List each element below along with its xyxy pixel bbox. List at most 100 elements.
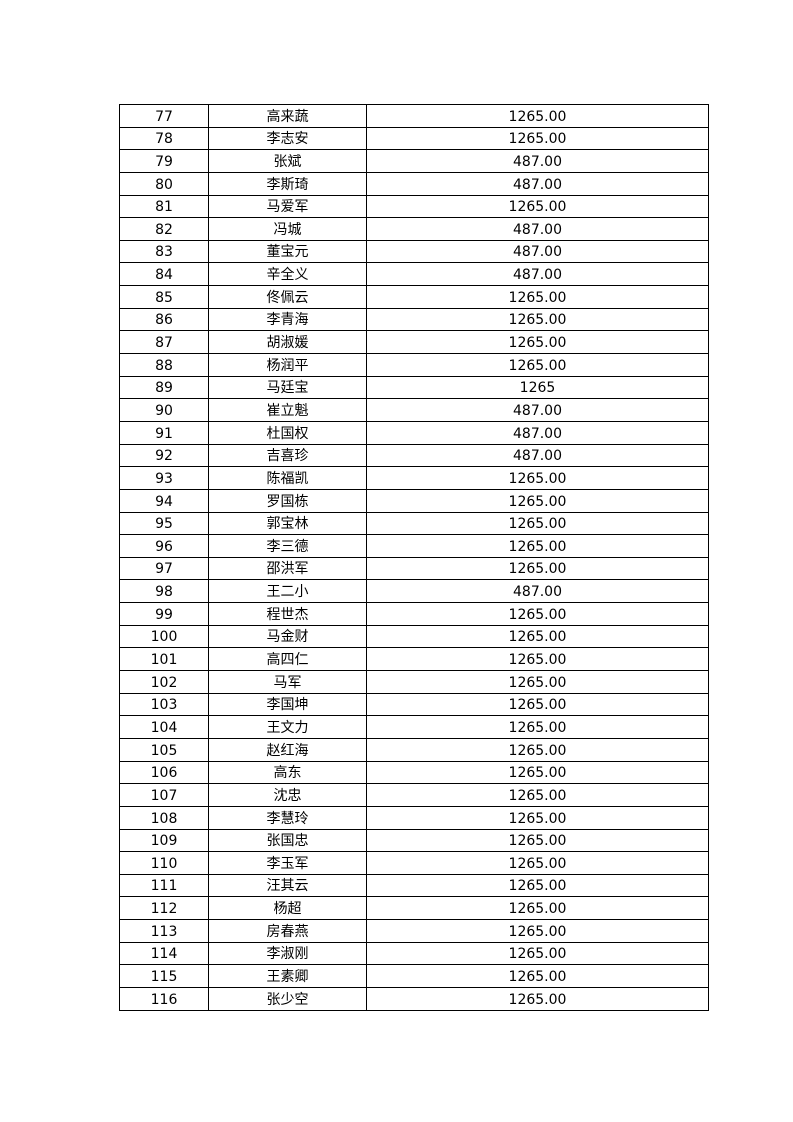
table-row: 88 杨润平 1265.00	[119, 353, 709, 377]
row-number-cell: 92	[119, 443, 209, 468]
name-cell: 罗国栋	[208, 488, 367, 513]
table-row: 94 罗国栋 1265.00	[119, 488, 709, 513]
data-table: 77 高来蔬 1265.00 78 李志安 1265.00 79 张斌 487.00 80 李斯琦 4…	[119, 104, 709, 1011]
row-number-cell: 114	[119, 941, 209, 966]
row-number-cell: 106	[119, 760, 209, 785]
amount-cell: 1265.00	[366, 126, 709, 151]
row-number-cell: 96	[119, 534, 209, 558]
name-cell: 高东	[208, 760, 367, 785]
amount-cell: 1265.00	[366, 104, 709, 128]
table-row: 98 王二小 487.00	[119, 579, 709, 604]
name-cell: 高四仁	[208, 647, 367, 672]
table-row: 111 汪其云 1265.00	[119, 873, 709, 898]
name-cell: 张国忠	[208, 828, 367, 853]
amount-cell: 1265.00	[366, 353, 709, 377]
row-number-cell: 80	[119, 171, 209, 196]
table-row: 80 李斯琦 487.00	[119, 171, 709, 196]
row-number-cell: 105	[119, 737, 209, 762]
amount-cell: 1265.00	[366, 602, 709, 626]
amount-cell: 1265.00	[366, 330, 709, 355]
name-cell: 马军	[208, 670, 367, 694]
table-row: 93 陈福凯 1265.00	[119, 466, 709, 490]
table-row: 116 张少空 1265.00	[119, 986, 709, 1011]
row-number-cell: 87	[119, 330, 209, 355]
amount-cell: 487.00	[366, 262, 709, 287]
table-row: 114 李淑刚 1265.00	[119, 941, 709, 966]
row-number-cell: 99	[119, 602, 209, 626]
name-cell: 赵红海	[208, 737, 367, 762]
amount-cell: 1265.00	[366, 737, 709, 762]
table-row: 97 邵洪军 1265.00	[119, 556, 709, 581]
row-number-cell: 77	[119, 104, 209, 128]
name-cell: 王素卿	[208, 964, 367, 988]
table-row: 95 郭宝林 1265.00	[119, 511, 709, 536]
name-cell: 马爱军	[208, 194, 367, 219]
row-number-cell: 94	[119, 488, 209, 513]
table-row: 107 沈忠 1265.00	[119, 783, 709, 807]
table-row: 86 李青海 1265.00	[119, 307, 709, 332]
amount-cell: 487.00	[366, 398, 709, 422]
amount-cell: 1265.00	[366, 624, 709, 649]
table-row: 89 马廷宝 1265	[119, 375, 709, 400]
name-cell: 崔立魁	[208, 398, 367, 422]
row-number-cell: 91	[119, 420, 209, 445]
amount-cell: 487.00	[366, 217, 709, 241]
amount-cell: 487.00	[366, 239, 709, 264]
row-number-cell: 101	[119, 647, 209, 672]
table-row: 103 李国坤 1265.00	[119, 692, 709, 717]
amount-cell: 487.00	[366, 443, 709, 468]
amount-cell: 1265.00	[366, 783, 709, 807]
amount-cell: 1265.00	[366, 511, 709, 536]
row-number-cell: 81	[119, 194, 209, 219]
row-number-cell: 108	[119, 805, 209, 830]
table-row: 84 辛全义 487.00	[119, 262, 709, 287]
row-number-cell: 104	[119, 715, 209, 739]
amount-cell: 1265	[366, 375, 709, 400]
row-number-cell: 102	[119, 670, 209, 694]
amount-cell: 1265.00	[366, 760, 709, 785]
amount-cell: 1265.00	[366, 194, 709, 219]
name-cell: 冯城	[208, 217, 367, 241]
table-row: 109 张国忠 1265.00	[119, 828, 709, 853]
row-number-cell: 103	[119, 692, 209, 717]
table-row: 110 李玉军 1265.00	[119, 851, 709, 875]
table-row: 105 赵红海 1265.00	[119, 737, 709, 762]
name-cell: 李淑刚	[208, 941, 367, 966]
amount-cell: 1265.00	[366, 715, 709, 739]
row-number-cell: 109	[119, 828, 209, 853]
row-number-cell: 98	[119, 579, 209, 604]
table-body: 77 高来蔬 1265.00 78 李志安 1265.00 79 张斌 487.00 80 李斯琦 4…	[119, 104, 709, 1011]
name-cell: 高来蔬	[208, 104, 367, 128]
row-number-cell: 79	[119, 149, 209, 173]
amount-cell: 1265.00	[366, 285, 709, 309]
amount-cell: 1265.00	[366, 896, 709, 921]
amount-cell: 1265.00	[366, 873, 709, 898]
row-number-cell: 93	[119, 466, 209, 490]
name-cell: 辛全义	[208, 262, 367, 287]
amount-cell: 1265.00	[366, 534, 709, 558]
table-row: 115 王素卿 1265.00	[119, 964, 709, 988]
table-row: 92 吉喜珍 487.00	[119, 443, 709, 468]
amount-cell: 1265.00	[366, 670, 709, 694]
table-row: 90 崔立魁 487.00	[119, 398, 709, 422]
table-row: 112 杨超 1265.00	[119, 896, 709, 921]
name-cell: 杨润平	[208, 353, 367, 377]
amount-cell: 487.00	[366, 171, 709, 196]
row-number-cell: 78	[119, 126, 209, 151]
row-number-cell: 112	[119, 896, 209, 921]
table-row: 99 程世杰 1265.00	[119, 602, 709, 626]
amount-cell: 1265.00	[366, 986, 709, 1011]
row-number-cell: 111	[119, 873, 209, 898]
table-row: 101 高四仁 1265.00	[119, 647, 709, 672]
amount-cell: 1265.00	[366, 964, 709, 988]
name-cell: 陈福凯	[208, 466, 367, 490]
name-cell: 杨超	[208, 896, 367, 921]
table-row: 87 胡淑媛 1265.00	[119, 330, 709, 355]
amount-cell: 1265.00	[366, 851, 709, 875]
table-row: 82 冯城 487.00	[119, 217, 709, 241]
name-cell: 李青海	[208, 307, 367, 332]
table-row: 106 高东 1265.00	[119, 760, 709, 785]
name-cell: 沈忠	[208, 783, 367, 807]
amount-cell: 1265.00	[366, 466, 709, 490]
name-cell: 张少空	[208, 986, 367, 1011]
